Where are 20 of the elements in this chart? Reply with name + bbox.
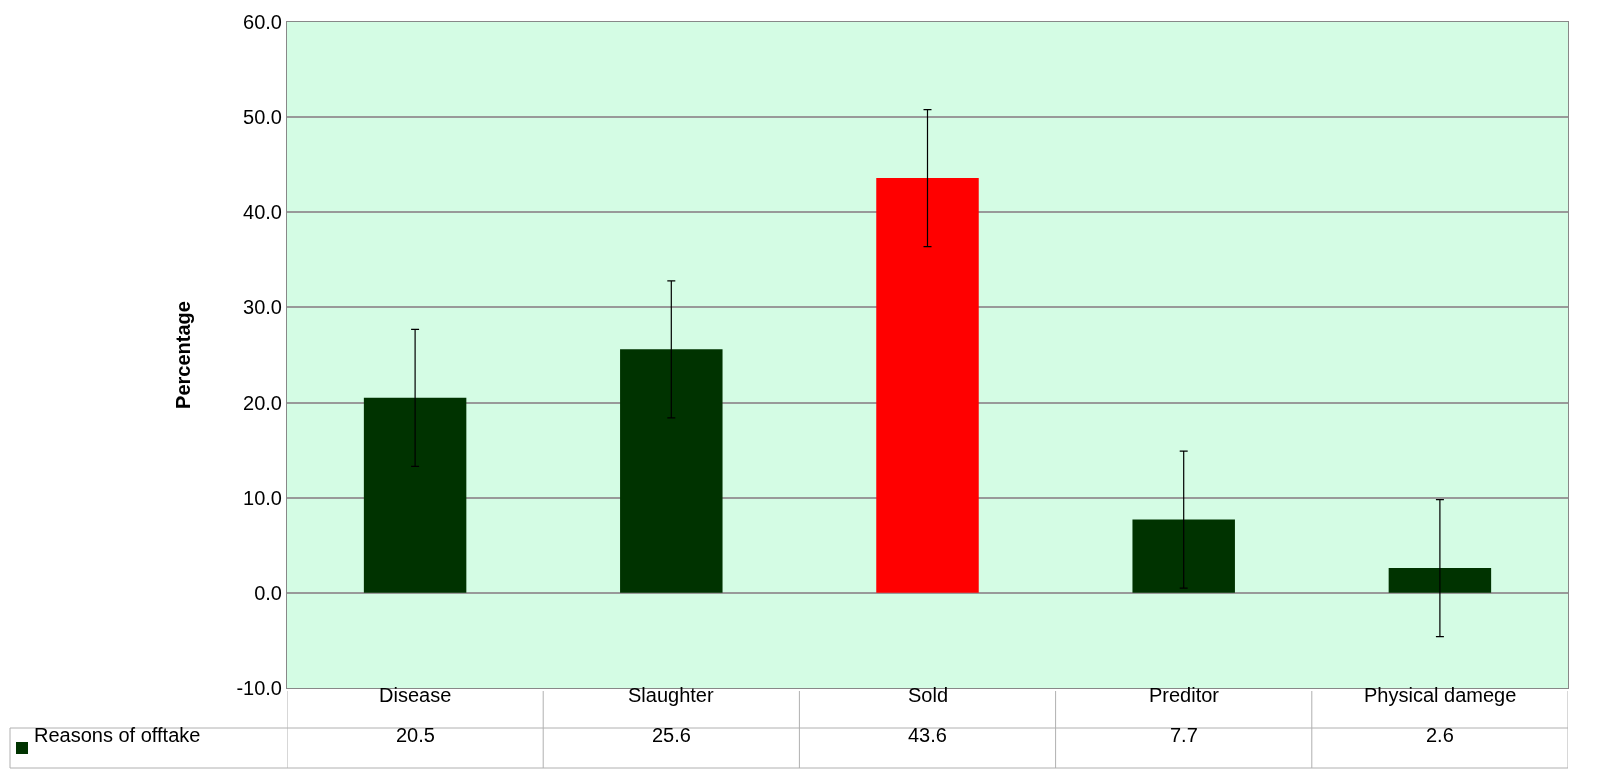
- y-tick-label: -10.0: [236, 677, 282, 699]
- y-tick-label: 0.0: [254, 581, 282, 604]
- y-tick-label: 50.0: [243, 106, 282, 129]
- data-label: 7.7: [1170, 724, 1198, 746]
- y-tick-label: 20.0: [243, 391, 282, 414]
- x-tick-label: Disease: [379, 684, 452, 706]
- y-axis-title: Percentage: [171, 301, 194, 409]
- data-label: 2.6: [1426, 724, 1454, 746]
- y-tick-label: 10.0: [243, 486, 282, 509]
- data-label: 25.6: [652, 724, 691, 746]
- x-tick-label: Physical damege: [1364, 684, 1517, 706]
- y-tick-label: 40.0: [243, 201, 282, 224]
- x-tick-label: Sold: [908, 684, 949, 706]
- y-tick-label: 60.0: [243, 11, 282, 33]
- legend-label: Reasons of offtake: [34, 724, 201, 746]
- x-tick-label: Slaughter: [628, 684, 714, 706]
- data-label: 43.6: [908, 724, 947, 746]
- y-tick-label: 30.0: [243, 296, 282, 319]
- x-tick-label: Preditor: [1149, 684, 1220, 706]
- data-label: 20.5: [396, 724, 435, 746]
